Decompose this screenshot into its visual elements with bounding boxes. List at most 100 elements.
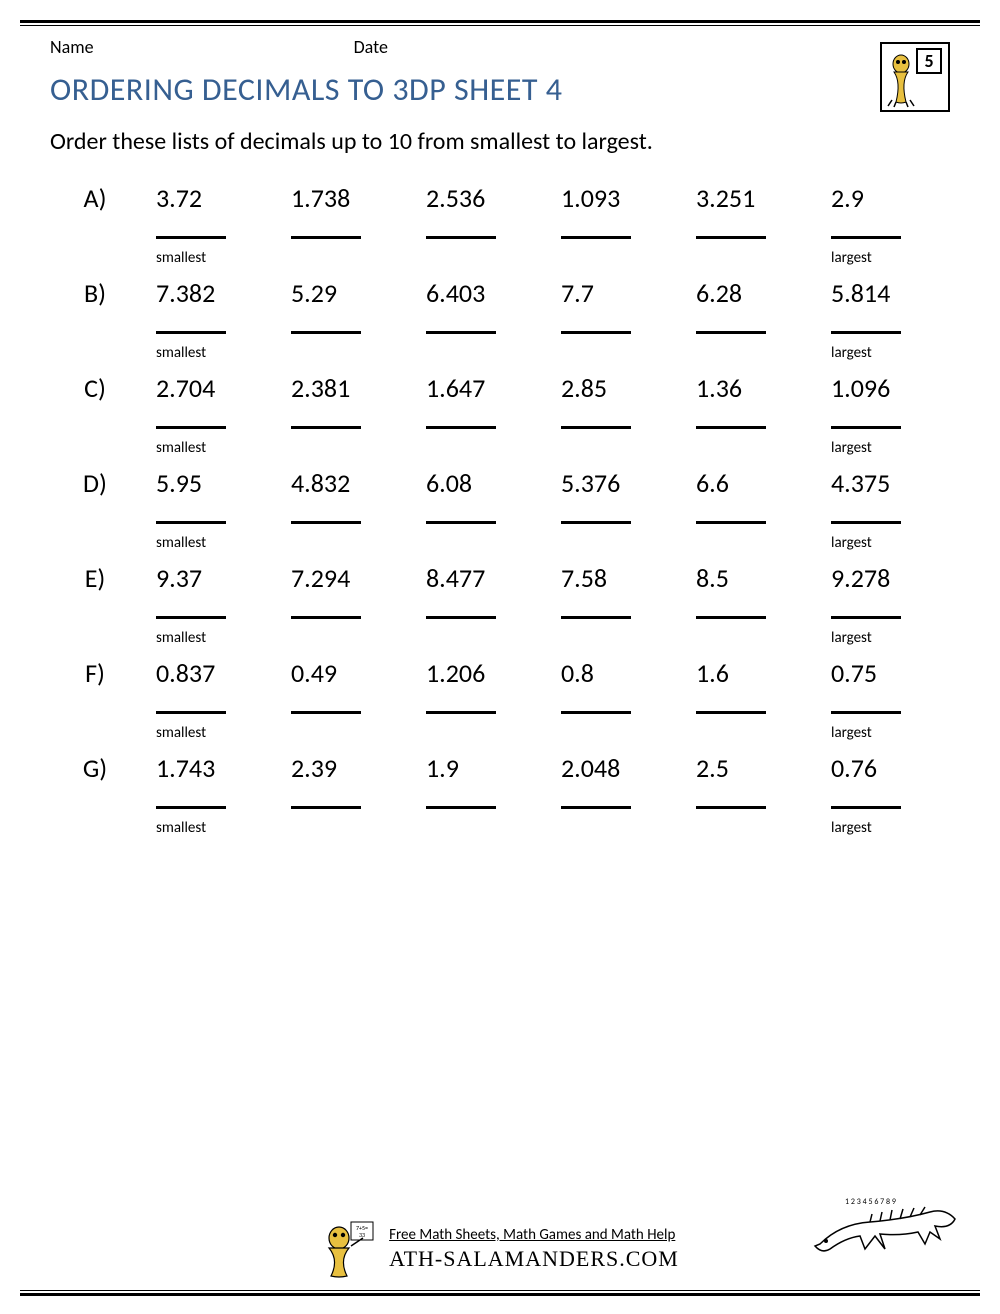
answer-blank[interactable]	[156, 426, 226, 429]
bottom-rule	[20, 1290, 980, 1296]
answer-blank[interactable]	[561, 236, 631, 239]
sublabel-empty	[283, 439, 410, 457]
sublabel-empty	[418, 344, 545, 362]
answer-blank[interactable]	[291, 521, 361, 524]
problem-label: E)	[50, 562, 140, 594]
answer-blank[interactable]	[156, 236, 226, 239]
answer-blank[interactable]	[831, 331, 901, 334]
sublabel-row: smallest largest	[50, 247, 950, 267]
answer-blank[interactable]	[426, 806, 496, 809]
sublabel-empty	[688, 249, 815, 267]
decimal-value: 5.29	[283, 277, 410, 309]
answer-blank[interactable]	[426, 711, 496, 714]
sublabel-empty	[553, 534, 680, 552]
answer-blank[interactable]	[696, 426, 766, 429]
sublabel-empty	[688, 629, 815, 647]
answer-blank[interactable]	[156, 711, 226, 714]
answer-blank[interactable]	[561, 806, 631, 809]
answer-blank[interactable]	[156, 521, 226, 524]
lizard-icon: 1 2 3 4 5 6 7 8 9	[810, 1194, 960, 1274]
decimal-value: 1.36	[688, 372, 815, 404]
answer-blank[interactable]	[831, 426, 901, 429]
problem-block: F)0.8370.491.2060.81.60.75smallest large…	[50, 657, 950, 742]
answer-blank[interactable]	[561, 711, 631, 714]
decimal-value: 0.76	[823, 752, 950, 784]
answer-blank[interactable]	[831, 616, 901, 619]
problem-label: F)	[50, 657, 140, 689]
decimal-value: 9.278	[823, 562, 950, 594]
sublabel-empty	[553, 439, 680, 457]
answer-cell	[553, 806, 680, 809]
answer-cell	[418, 426, 545, 429]
decimal-value: 7.294	[283, 562, 410, 594]
sublabel-empty	[418, 249, 545, 267]
answer-blank[interactable]	[696, 236, 766, 239]
answer-blank[interactable]	[291, 711, 361, 714]
answer-blank[interactable]	[561, 616, 631, 619]
decimal-value: 0.49	[283, 657, 410, 689]
answer-blank[interactable]	[561, 521, 631, 524]
answer-blank[interactable]	[156, 806, 226, 809]
answer-blank[interactable]	[696, 521, 766, 524]
answer-cell	[688, 616, 815, 619]
problem-label: B)	[50, 277, 140, 309]
answer-blank[interactable]	[561, 331, 631, 334]
answer-blank[interactable]	[831, 236, 901, 239]
name-label: Name	[50, 36, 94, 58]
answer-blank[interactable]	[831, 711, 901, 714]
answer-blank[interactable]	[561, 426, 631, 429]
answer-cell	[148, 616, 275, 619]
answer-blank[interactable]	[696, 806, 766, 809]
answer-blank[interactable]	[426, 521, 496, 524]
answer-blank[interactable]	[426, 236, 496, 239]
answer-blank[interactable]	[291, 236, 361, 239]
answer-cell	[688, 521, 815, 524]
answer-blank[interactable]	[426, 616, 496, 619]
answer-blank[interactable]	[291, 331, 361, 334]
problem-block: A)3.721.7382.5361.0933.2512.9 smallest la…	[50, 182, 950, 267]
answer-blank[interactable]	[831, 806, 901, 809]
answer-cell	[823, 331, 950, 334]
decimal-value: 1.743	[148, 752, 275, 784]
answer-cell	[688, 806, 815, 809]
answer-cell	[823, 711, 950, 714]
answer-cell	[553, 236, 680, 239]
largest-label: largest	[823, 629, 950, 647]
values-row: A)3.721.7382.5361.0933.2512.9	[50, 182, 950, 214]
sublabel-empty	[553, 629, 680, 647]
answer-blank[interactable]	[696, 331, 766, 334]
sublabel-row: smallest largest	[50, 722, 950, 742]
problem-block: B)7.3825.296.4037.76.285.814smallest lar…	[50, 277, 950, 362]
smallest-label: smallest	[148, 534, 275, 552]
sublabel-empty	[418, 819, 545, 837]
answer-blank[interactable]	[291, 806, 361, 809]
answer-blank[interactable]	[426, 331, 496, 334]
values-row: C)2.7042.3811.6472.851.361.096	[50, 372, 950, 404]
answer-cell	[148, 521, 275, 524]
decimal-value: 3.251	[688, 182, 815, 214]
decimal-value: 0.8	[553, 657, 680, 689]
decimal-value: 7.7	[553, 277, 680, 309]
decimal-value: 4.375	[823, 467, 950, 499]
answer-blank[interactable]	[156, 616, 226, 619]
decimal-value: 2.381	[283, 372, 410, 404]
problem-label: C)	[50, 372, 140, 404]
answer-row	[50, 236, 950, 239]
answer-cell	[418, 331, 545, 334]
answer-blank[interactable]	[291, 616, 361, 619]
title-row: Ordering Decimals to 3dp Sheet 4 5	[50, 70, 950, 127]
footer-tagline: Free Math Sheets, Math Games and Math He…	[389, 1226, 679, 1244]
answer-blank[interactable]	[831, 521, 901, 524]
largest-label: largest	[823, 249, 950, 267]
answer-cell	[553, 331, 680, 334]
answer-cell	[823, 236, 950, 239]
answer-blank[interactable]	[696, 616, 766, 619]
answer-blank[interactable]	[156, 331, 226, 334]
decimal-value: 5.814	[823, 277, 950, 309]
answer-cell	[823, 806, 950, 809]
largest-label: largest	[823, 344, 950, 362]
decimal-value: 5.376	[553, 467, 680, 499]
answer-blank[interactable]	[291, 426, 361, 429]
answer-blank[interactable]	[426, 426, 496, 429]
answer-blank[interactable]	[696, 711, 766, 714]
